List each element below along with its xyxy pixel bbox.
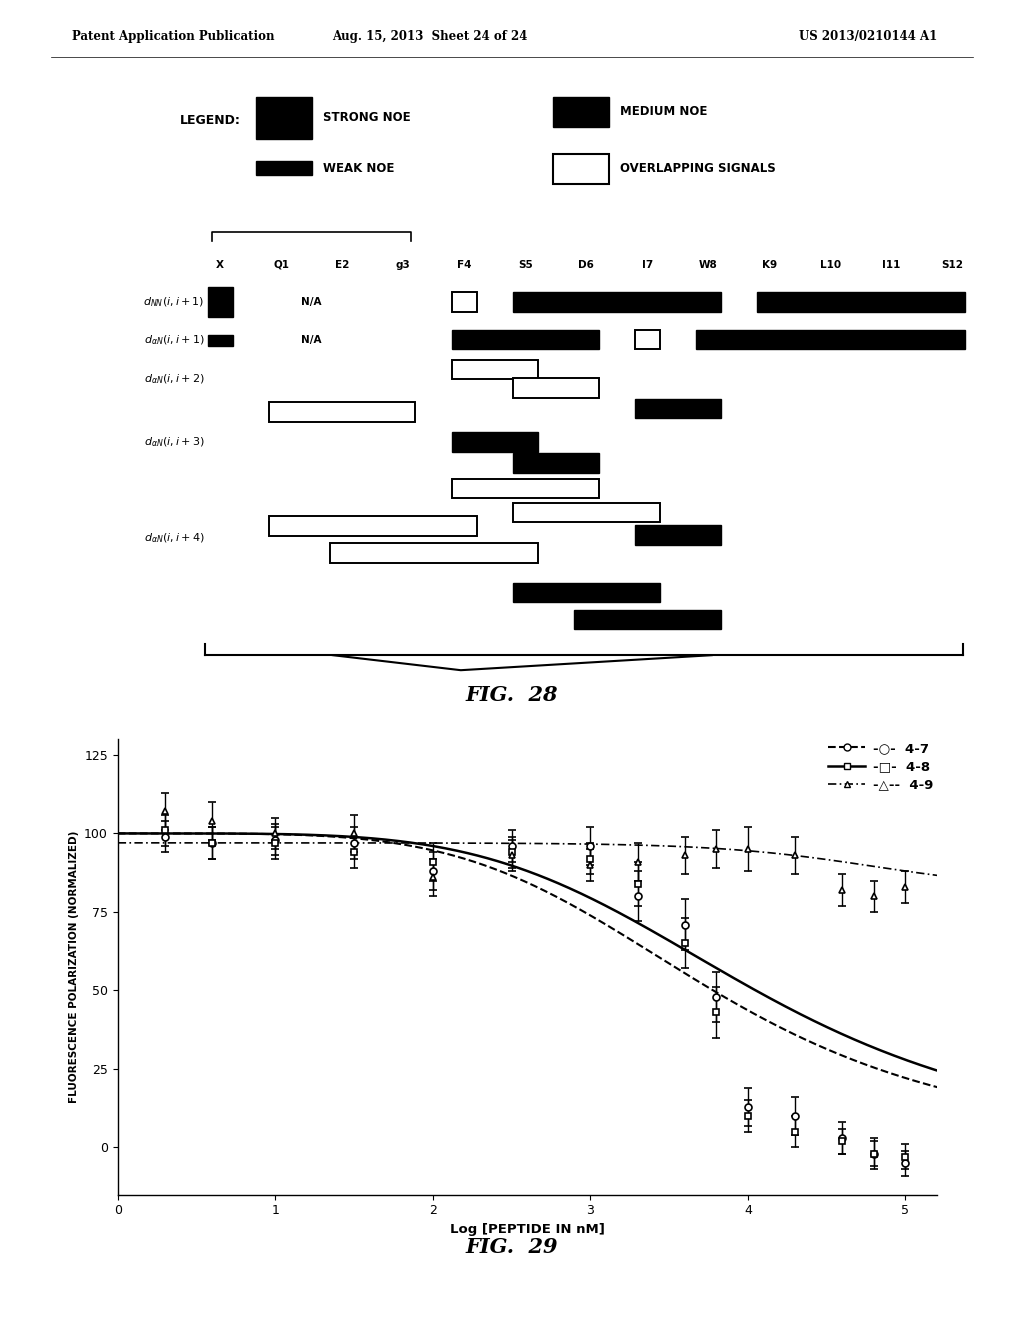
- Text: W8: W8: [699, 260, 718, 269]
- Text: $d_{\alpha N}(i, i+3)$: $d_{\alpha N}(i, i+3)$: [144, 436, 205, 449]
- Text: N/A: N/A: [301, 297, 322, 308]
- Text: L10: L10: [820, 260, 841, 269]
- Bar: [757, 293, 965, 312]
- Bar: [269, 516, 476, 536]
- Bar: [513, 293, 721, 312]
- Bar: [513, 379, 598, 397]
- Text: MEDIUM NOE: MEDIUM NOE: [620, 106, 707, 117]
- Text: F4: F4: [457, 260, 471, 269]
- Text: $d_{\alpha N}(i, i+2)$: $d_{\alpha N}(i, i+2)$: [144, 372, 205, 385]
- Text: STRONG NOE: STRONG NOE: [323, 111, 411, 124]
- Bar: [208, 286, 233, 317]
- Text: WEAK NOE: WEAK NOE: [323, 161, 394, 174]
- Bar: [513, 503, 659, 523]
- Bar: [256, 96, 312, 139]
- Text: N/A: N/A: [301, 335, 322, 345]
- Text: X: X: [216, 260, 224, 269]
- Text: Q1: Q1: [273, 260, 289, 269]
- Text: OVERLAPPING SIGNALS: OVERLAPPING SIGNALS: [620, 162, 775, 176]
- Text: $d_{\alpha N}(i, i+1)$: $d_{\alpha N}(i, i+1)$: [144, 333, 205, 347]
- Bar: [696, 330, 965, 350]
- Y-axis label: FLUORESCENCE POLARIZATION (NORMALIZED): FLUORESCENCE POLARIZATION (NORMALIZED): [69, 830, 79, 1104]
- Bar: [635, 399, 721, 418]
- Text: FIG.  28: FIG. 28: [466, 685, 558, 705]
- Text: D6: D6: [579, 260, 594, 269]
- Bar: [635, 330, 659, 350]
- Text: Aug. 15, 2013  Sheet 24 of 24: Aug. 15, 2013 Sheet 24 of 24: [333, 30, 527, 42]
- Text: FIG.  29: FIG. 29: [466, 1237, 558, 1258]
- Bar: [635, 525, 721, 545]
- Text: I7: I7: [642, 260, 653, 269]
- Bar: [553, 153, 609, 183]
- Text: $d_{\alpha N}(i, i+4)$: $d_{\alpha N}(i, i+4)$: [144, 531, 205, 545]
- Bar: [452, 433, 538, 451]
- Text: S12: S12: [941, 260, 964, 269]
- Text: S5: S5: [518, 260, 532, 269]
- Bar: [269, 403, 416, 421]
- X-axis label: Log [PEPTIDE IN nM]: Log [PEPTIDE IN nM]: [450, 1222, 605, 1236]
- Text: Patent Application Publication: Patent Application Publication: [72, 30, 274, 42]
- Bar: [513, 582, 659, 602]
- Text: $d_{NN}(i, i+1)$: $d_{NN}(i, i+1)$: [143, 296, 205, 309]
- Text: g3: g3: [396, 260, 411, 269]
- Text: E2: E2: [335, 260, 349, 269]
- Text: LEGEND:: LEGEND:: [180, 114, 241, 127]
- Bar: [452, 293, 476, 312]
- Text: I11: I11: [882, 260, 900, 269]
- Bar: [573, 610, 721, 628]
- Text: K9: K9: [762, 260, 777, 269]
- Bar: [256, 161, 312, 174]
- Bar: [452, 360, 538, 379]
- Legend: -○-  4-7, -□-  4-8, -△--  4-9: -○- 4-7, -□- 4-8, -△-- 4-9: [822, 737, 939, 797]
- Bar: [452, 330, 598, 350]
- Bar: [208, 335, 233, 346]
- Bar: [330, 544, 538, 562]
- Text: US 2013/0210144 A1: US 2013/0210144 A1: [799, 30, 937, 42]
- Bar: [553, 96, 609, 127]
- Bar: [513, 453, 598, 473]
- Bar: [452, 479, 598, 499]
